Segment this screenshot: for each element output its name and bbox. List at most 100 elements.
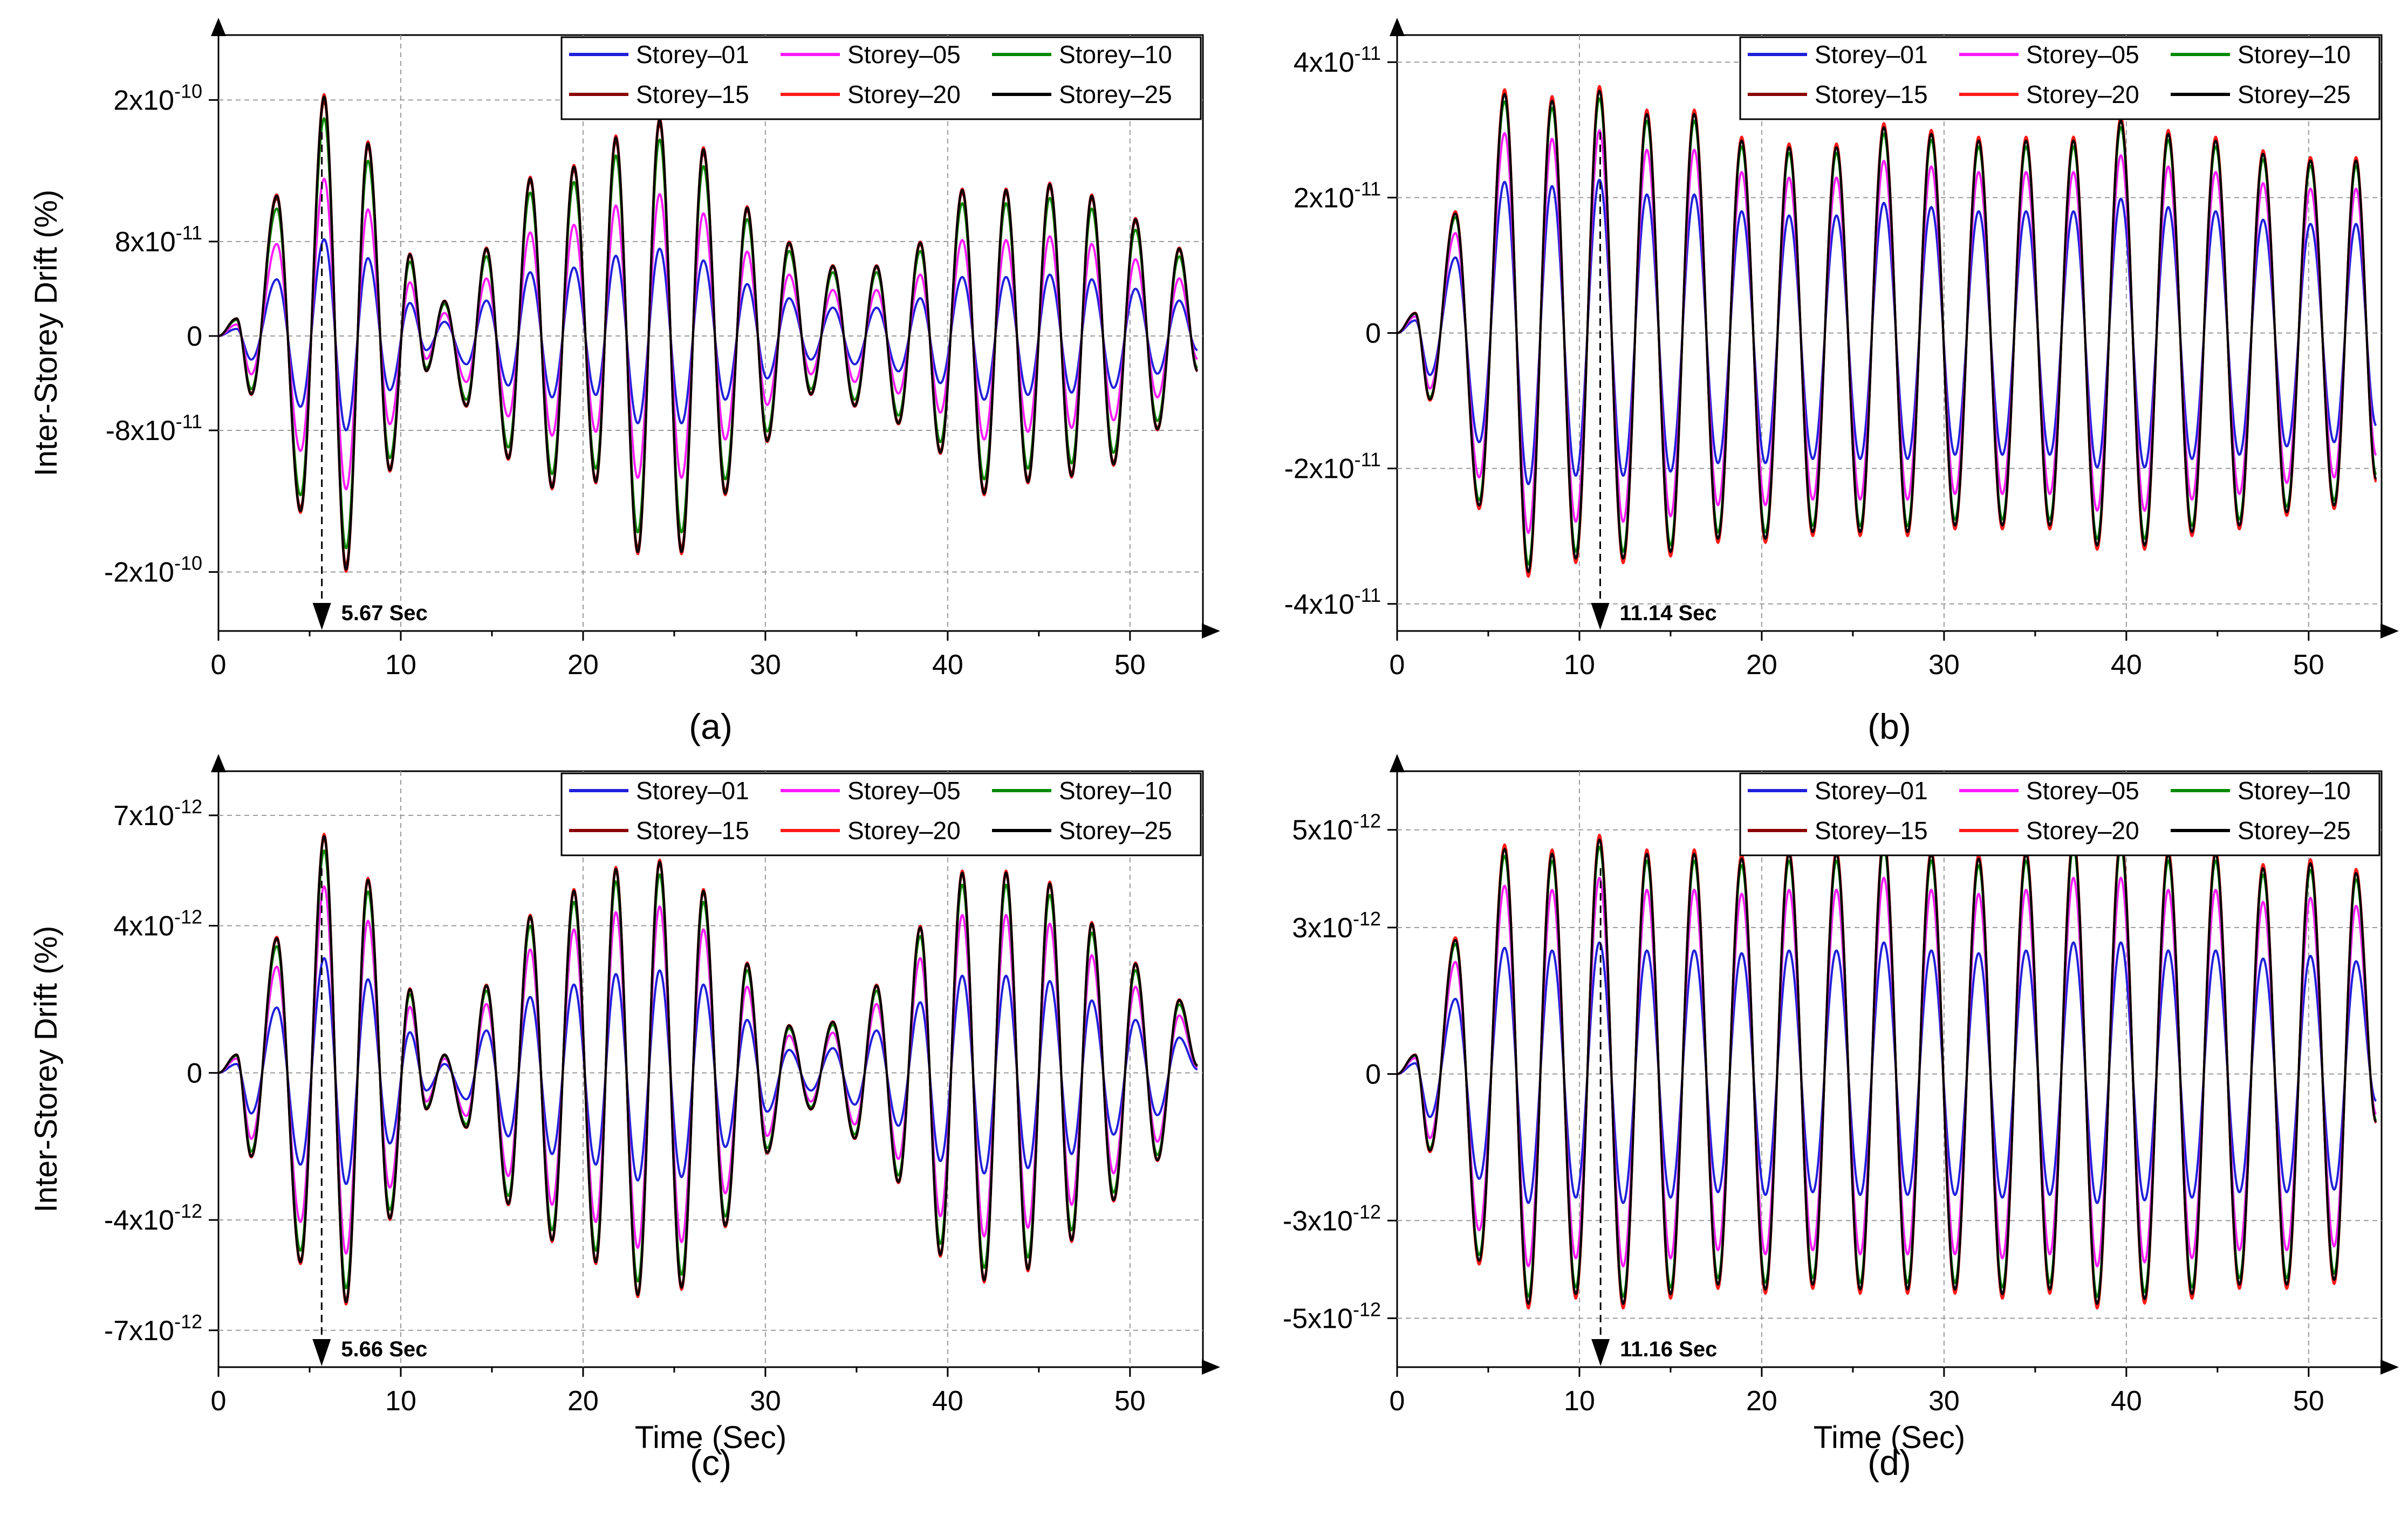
peak-annotation: 5.66 Sec xyxy=(312,868,427,1366)
legend-item: Storey–05 xyxy=(1959,40,2139,68)
x-axis-arrow xyxy=(2380,1360,2399,1375)
legend-label: Storey–01 xyxy=(636,40,749,68)
legend-label: Storey–01 xyxy=(1815,777,1928,805)
x-tick-label: 10 xyxy=(385,1385,416,1417)
legend-label: Storey–05 xyxy=(2026,777,2139,805)
legend-item: Storey–05 xyxy=(781,40,961,68)
annotation-arrow xyxy=(312,1339,331,1366)
y-tick-label: 4x10-11 xyxy=(1294,42,1381,78)
series-line-storey-25 xyxy=(1397,90,2377,573)
legend-item: Storey–01 xyxy=(569,40,749,68)
plot-frame xyxy=(217,34,1204,632)
legend-item: Storey–05 xyxy=(1959,777,2139,805)
legend-label: Storey–01 xyxy=(1815,40,1928,68)
y-tick-label: 0 xyxy=(1365,318,1381,349)
y-tick-label: 0 xyxy=(1365,1059,1381,1090)
legend-label: Storey–25 xyxy=(1059,816,1172,845)
legend-item: Storey–01 xyxy=(1748,777,1928,805)
x-tick-label: 0 xyxy=(211,1385,227,1417)
annotation-label: 5.66 Sec xyxy=(341,1337,427,1361)
x-axis-arrow xyxy=(1202,1360,1220,1375)
panel-b: 0 10 20 30 40 50 -4x10-11 -2x10-11 0 2x10-11 4x10-… xyxy=(1284,18,2399,746)
x-tick-label: 40 xyxy=(932,649,963,681)
legend: Storey–01 Storey–05 Storey–10 Storey–15 Stor… xyxy=(1739,36,2380,120)
legend-label: Storey–25 xyxy=(1059,80,1172,108)
plot-frame xyxy=(1396,770,2383,1368)
y-tick-label: 0 xyxy=(187,1058,202,1089)
series-lines xyxy=(1397,85,2377,578)
x-tick-label: 0 xyxy=(211,649,227,681)
panel-d: 0 10 20 30 40 50 -5x10-12 -3x10-12 0 3x10-12 5x10-… xyxy=(1283,754,2399,1483)
panel-c: 0 10 20 30 40 50 -7x10-12 -4x10-12 0 4x10-12 7x10-… xyxy=(29,754,1220,1483)
legend-label: Storey–10 xyxy=(2238,777,2351,805)
y-axis-title: Inter-Storey Drift (%) xyxy=(29,190,64,477)
legend-label: Storey–10 xyxy=(1059,40,1172,68)
legend-box xyxy=(560,36,1202,120)
legend-label: Storey–10 xyxy=(1059,777,1172,805)
legend-item: Storey–10 xyxy=(992,777,1172,805)
x-tick-label: 10 xyxy=(1564,1385,1595,1417)
legend-item: Storey–20 xyxy=(1959,816,2139,845)
x-tick-label: 10 xyxy=(385,649,416,681)
legend: Storey–01 Storey–05 Storey–10 Storey–15 Stor… xyxy=(560,36,1202,120)
x-tick-label: 0 xyxy=(1390,1385,1405,1417)
annotation-arrow xyxy=(1591,603,1610,630)
legend-label: Storey–15 xyxy=(636,816,749,845)
y-tick-label: -3x10-12 xyxy=(1283,1200,1381,1237)
legend-box xyxy=(1739,36,2380,120)
x-tick-label: 10 xyxy=(1564,649,1595,681)
legend-item: Storey–15 xyxy=(1748,816,1928,845)
y-tick-label: 8x10-11 xyxy=(115,222,202,258)
y-tick-label: -4x10-12 xyxy=(104,1200,202,1236)
y-tick-label: 4x10-12 xyxy=(113,905,202,942)
legend-label: Storey–10 xyxy=(2238,40,2351,68)
legend-label: Storey–01 xyxy=(636,777,749,805)
y-tick-label: -2x10-10 xyxy=(104,552,202,588)
legend-item: Storey–20 xyxy=(781,816,961,845)
series-line-storey-25 xyxy=(218,835,1198,1303)
peak-annotation: 5.67 Sec xyxy=(312,132,428,630)
x-axis-arrow xyxy=(2380,623,2399,639)
x-axis-arrow xyxy=(1202,623,1220,639)
legend-box xyxy=(1739,772,2380,856)
x-tick-label: 30 xyxy=(1928,649,1960,681)
peak-annotation: 11.14 Sec xyxy=(1591,132,1717,630)
legend-label: Storey–15 xyxy=(1815,816,1928,845)
panel-label: (c) xyxy=(690,1443,731,1483)
y-tick-label: 0 xyxy=(187,321,202,352)
y-tick-label: -4x10-11 xyxy=(1284,584,1381,620)
legend-item: Storey–10 xyxy=(2171,40,2351,68)
annotation-arrow xyxy=(1591,1339,1610,1366)
legend: Storey–01 Storey–05 Storey–10 Storey–15 Stor… xyxy=(1739,772,2380,856)
peak-annotation: 11.16 Sec xyxy=(1591,868,1717,1366)
annotation-arrow xyxy=(312,603,331,630)
legend-item: Storey–20 xyxy=(1959,80,2139,108)
legend-item: Storey–25 xyxy=(2171,80,2351,108)
x-axis-title: Time (Sec) xyxy=(635,1420,786,1455)
x-tick-label: 50 xyxy=(2293,649,2324,681)
legend-label: Storey–20 xyxy=(2026,80,2139,108)
x-tick-label: 30 xyxy=(1928,1385,1960,1417)
legend-label: Storey–20 xyxy=(2026,816,2139,845)
legend-item: Storey–25 xyxy=(992,80,1172,108)
x-tick-label: 40 xyxy=(2111,649,2142,681)
legend-label: Storey–15 xyxy=(1815,80,1928,108)
x-tick-label: 50 xyxy=(1114,649,1146,681)
y-axis-title: Inter-Storey Drift (%) xyxy=(29,926,64,1213)
legend-label: Storey–25 xyxy=(2238,80,2351,108)
grid xyxy=(218,771,1203,1367)
y-tick-label: 7x10-12 xyxy=(113,795,202,832)
panel-label: (a) xyxy=(689,706,733,746)
x-tick-label: 50 xyxy=(2293,1385,2324,1417)
series-line-storey-25 xyxy=(218,95,1199,571)
y-tick-label: -7x10-12 xyxy=(104,1310,202,1347)
x-tick-label: 20 xyxy=(567,1385,599,1417)
x-tick-label: 40 xyxy=(2111,1385,2142,1417)
legend-label: Storey–05 xyxy=(2026,40,2139,68)
y-tick-label: -5x10-12 xyxy=(1283,1298,1381,1334)
legend-item: Storey–25 xyxy=(2171,816,2351,845)
legend-label: Storey–15 xyxy=(636,80,749,108)
x-axis-title: Time (Sec) xyxy=(1814,1420,1965,1455)
x-tick-label: 40 xyxy=(932,1385,963,1417)
